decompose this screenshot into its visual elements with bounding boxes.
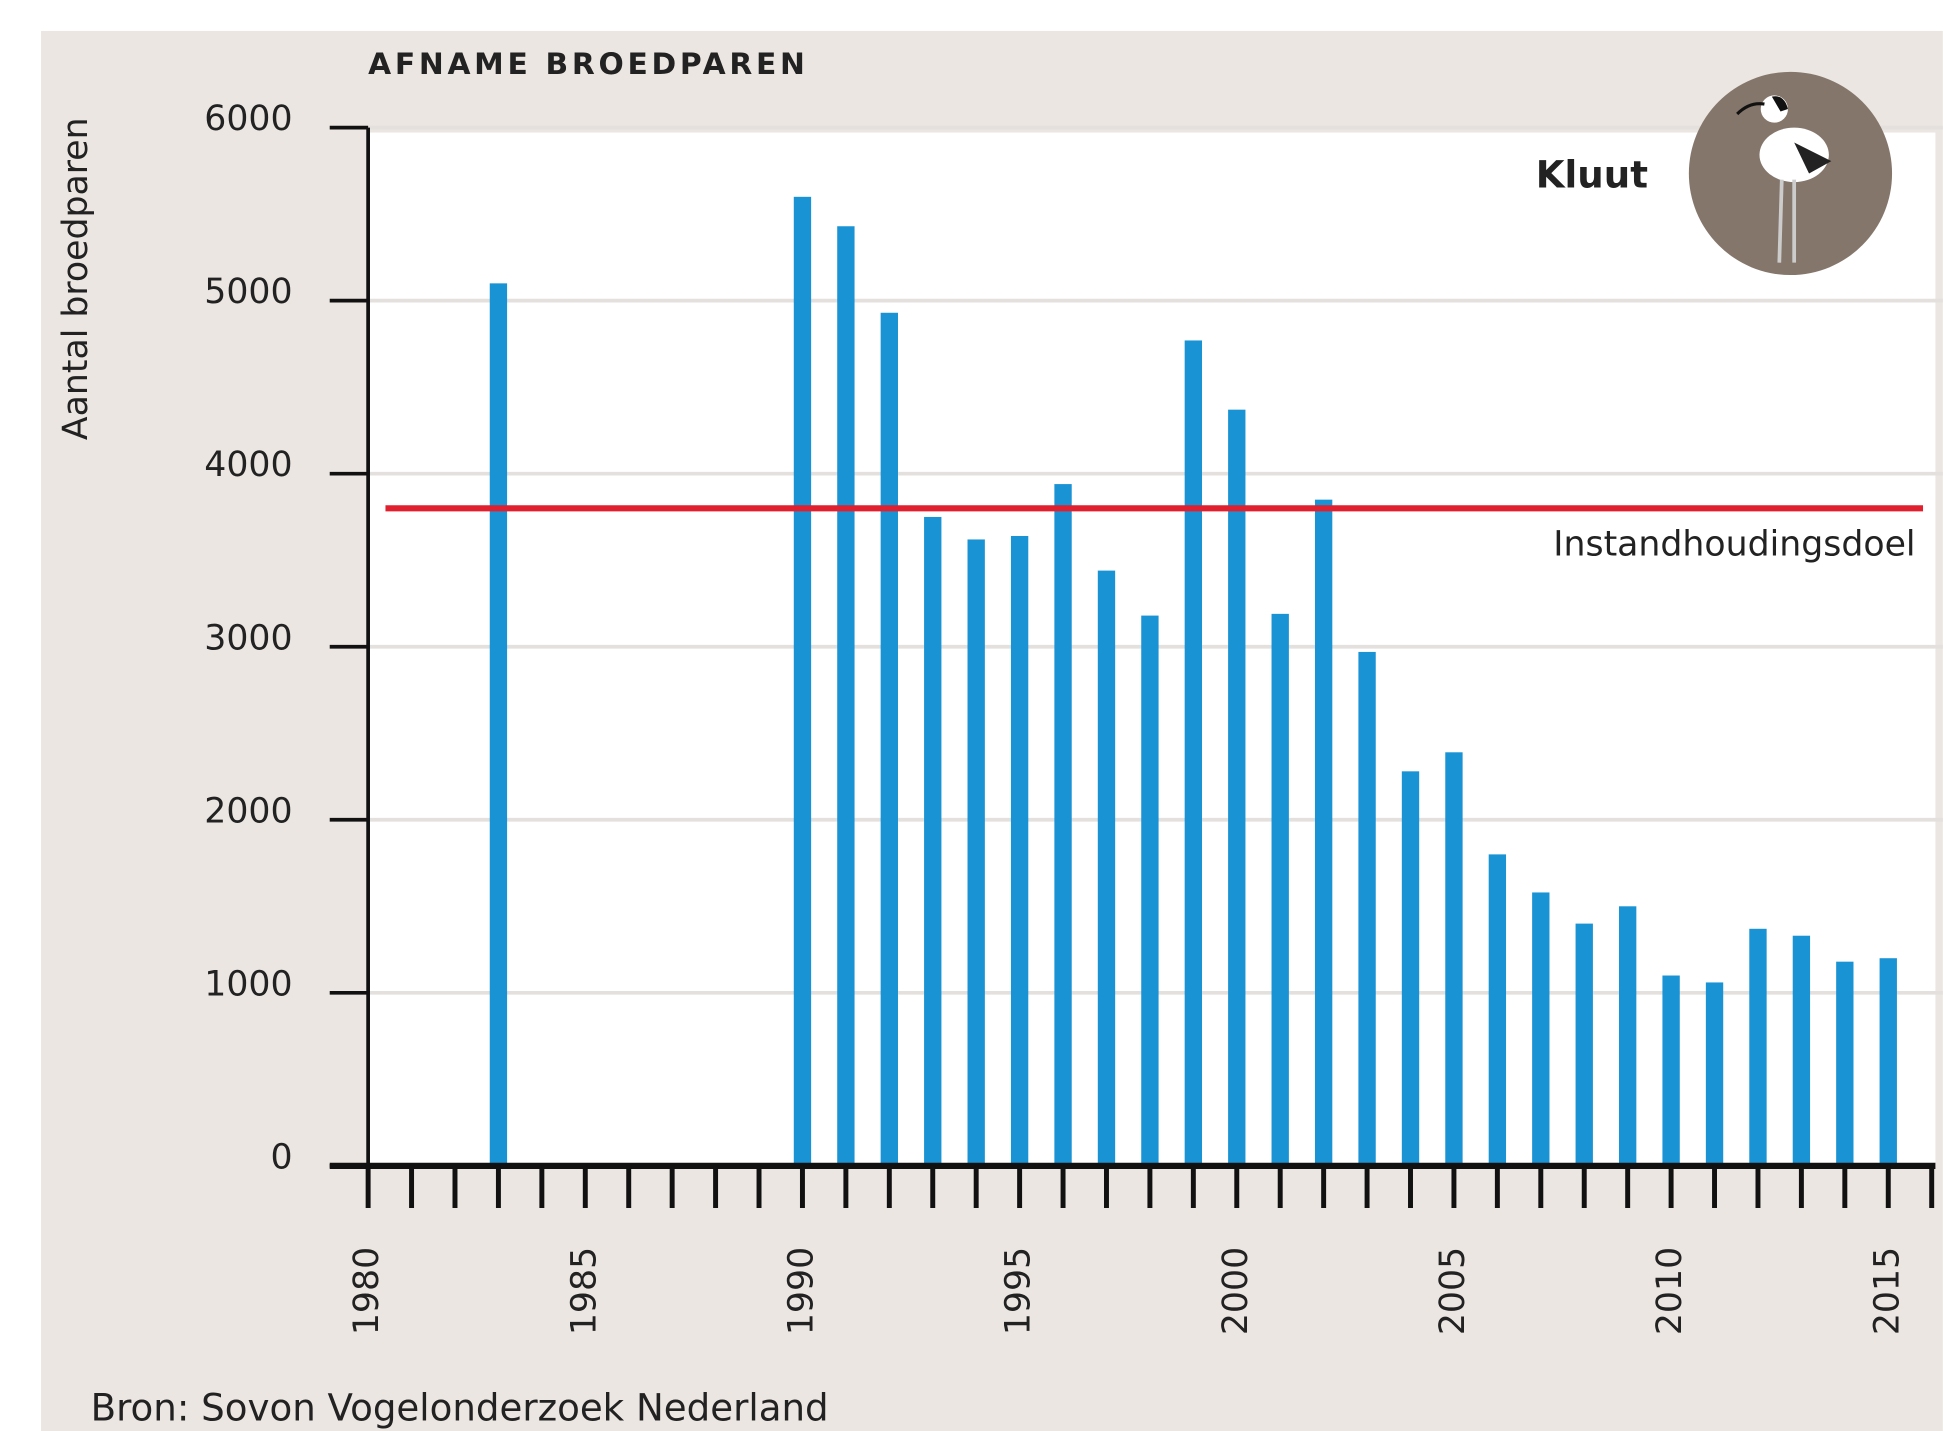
bar — [924, 517, 941, 1166]
bird-icon — [1689, 72, 1892, 275]
annotation: Kluut — [1536, 154, 1648, 197]
y-tick-label: 2000 — [204, 791, 292, 831]
bar — [968, 539, 985, 1165]
bar — [1054, 484, 1071, 1166]
bar — [1228, 410, 1245, 1166]
bar — [490, 283, 507, 1166]
bar — [794, 197, 811, 1166]
bar — [1185, 340, 1202, 1165]
x-tick-label: 2005 — [1433, 1247, 1473, 1335]
y-tick-label: 4000 — [204, 445, 292, 485]
bar — [1576, 924, 1593, 1166]
bar — [1706, 982, 1723, 1165]
bar — [881, 313, 898, 1166]
y-tick-label: 5000 — [204, 272, 292, 312]
x-tick-label: 1995 — [999, 1247, 1039, 1335]
bar — [1489, 854, 1506, 1165]
y-axis-label: Aantal broedparen — [56, 117, 96, 440]
x-tick-label: 2015 — [1867, 1247, 1907, 1335]
bar — [1445, 752, 1462, 1166]
bar — [837, 226, 854, 1166]
x-tick-label: 1980 — [347, 1247, 387, 1335]
bar — [1141, 616, 1158, 1166]
chart-title: AFNAME BROEDPAREN — [368, 47, 808, 82]
x-tick-label: 1990 — [781, 1247, 821, 1335]
y-tick-label: 3000 — [204, 618, 292, 658]
source: Bron: Sovon Vogelonderzoek Nederland — [91, 1386, 829, 1429]
bar — [1793, 936, 1810, 1166]
bar — [1532, 892, 1549, 1165]
reference-label: Instandhoudingsdoel — [1553, 524, 1915, 564]
x-tick-label: 2010 — [1650, 1247, 1690, 1335]
bar — [1315, 500, 1332, 1166]
y-tick-label: 6000 — [204, 99, 292, 139]
chart: AFNAME BROEDPAREN Aantal broedparen Bron… — [0, 0, 1943, 1431]
icon-leg — [1779, 180, 1781, 263]
bar — [1272, 614, 1289, 1166]
bar — [1619, 906, 1636, 1166]
x-tick-label: 1985 — [564, 1247, 604, 1335]
x-tick-label: 2000 — [1216, 1247, 1256, 1335]
bar — [1011, 536, 1028, 1166]
y-tick-label: 0 — [270, 1137, 292, 1177]
bar — [1749, 929, 1766, 1166]
bar — [1402, 771, 1419, 1166]
y-tick-label: 1000 — [204, 964, 292, 1004]
bar — [1836, 962, 1853, 1166]
bar — [1358, 652, 1375, 1166]
bar — [1880, 958, 1897, 1166]
bar — [1662, 976, 1679, 1166]
bar — [1098, 571, 1115, 1166]
